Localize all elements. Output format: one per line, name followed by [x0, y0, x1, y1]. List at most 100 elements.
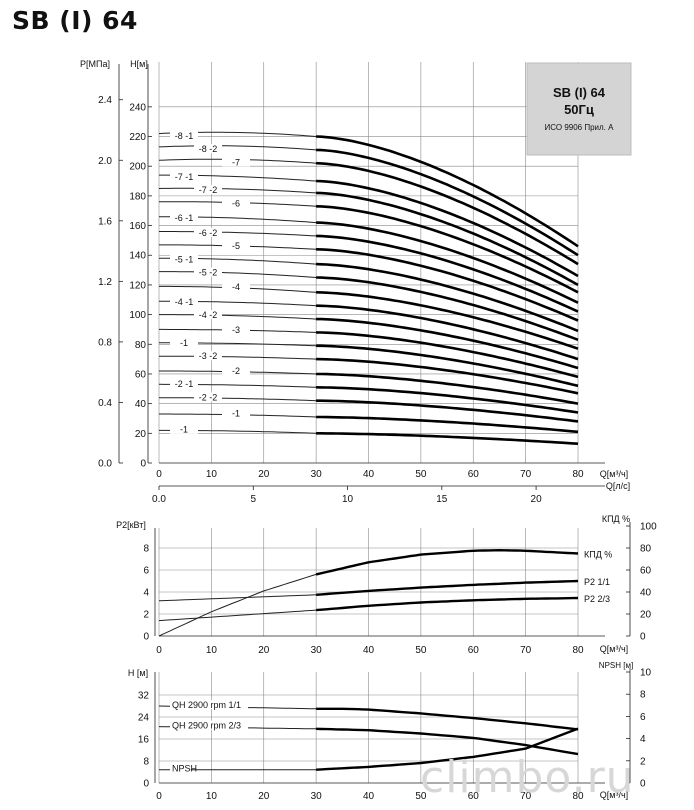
npsh-x-tick-label: 40	[363, 791, 375, 802]
head-curve	[316, 179, 579, 278]
head-curve-label: -6 -1	[175, 213, 194, 223]
head-curve-label-bg	[170, 379, 198, 389]
head-x-tick-label: 20	[258, 469, 270, 480]
npsh-x-tick-label: 60	[468, 791, 480, 802]
npsh-curve-label-bg	[170, 720, 248, 730]
head-curve	[316, 161, 579, 266]
head-curve-label: -2 -2	[199, 392, 218, 402]
head-curve-label: -7 -1	[175, 172, 194, 182]
power-chart: 0 10 20 30 40 50 60 70 8002468020406080100P2[кВт…	[116, 514, 657, 656]
power-x-tick-label: 30	[311, 645, 323, 656]
flow-ls-tick-label: 20	[531, 494, 543, 505]
efficiency-tick-label: 100	[640, 522, 657, 533]
head-curve-label-bg	[194, 227, 222, 237]
efficiency-tick-label: 60	[640, 566, 652, 577]
power-curve-thin	[158, 573, 317, 637]
head-curve-label: -6 -2	[199, 228, 218, 238]
head-curve-label: -8 -1	[175, 131, 194, 141]
head-curve-label: -5	[232, 241, 240, 251]
head-curve	[316, 415, 579, 434]
head-curve-label-bg	[170, 296, 198, 306]
head-curve-label-bg	[222, 408, 250, 418]
head-curve-label: -5 -2	[199, 267, 218, 277]
npsh-right-tick-label: 4	[640, 734, 646, 745]
power-curve-thin	[158, 609, 317, 622]
head-curve-label: -4	[232, 282, 240, 292]
npsh-right-tick-label: 6	[640, 712, 646, 723]
power-x-tick-label: 40	[363, 645, 375, 656]
npsh-y-tick-label: 16	[138, 735, 150, 746]
head-y-tick-label: 40	[135, 399, 147, 410]
legend-title: SB (I) 64	[553, 85, 606, 100]
power-y-tick-label: 2	[143, 610, 149, 621]
head-curve-label-bg	[222, 157, 250, 167]
flow-ls-tick-label: 15	[436, 494, 448, 505]
head-curve-label-bg	[222, 282, 250, 292]
head-x-axis-label: Q[м³/ч]	[600, 469, 628, 479]
power-axis-label: P2[кВт]	[116, 520, 146, 530]
head-curve-label: -6	[232, 198, 240, 208]
efficiency-tick-label: 40	[640, 588, 652, 599]
head-curve-label-bg	[222, 324, 250, 334]
npsh-x-tick-label: 80	[572, 791, 584, 802]
npsh-x-tick-label: 0	[156, 791, 162, 802]
head-curve	[316, 344, 579, 388]
npsh-curve-label: NPSH	[172, 764, 197, 774]
head-curve-label-bg	[222, 198, 250, 208]
head-curve	[316, 317, 579, 370]
flow-ls-axis-label: Q[л/с]	[606, 481, 630, 491]
npsh-curve-label-bg	[170, 700, 248, 709]
head-curve-label: -7	[232, 157, 240, 167]
head-x-tick-label: 50	[415, 469, 427, 480]
head-curve	[316, 248, 579, 322]
npsh-x-tick-label: 10	[206, 791, 218, 802]
head-chart: 0 10 20 30 40 50 60 70 80 0 20 40 60 80 100 120 140 160 18…	[80, 59, 632, 505]
head-y-tick-label: 60	[135, 369, 147, 380]
head-curve	[316, 291, 579, 350]
power-x-tick-label: 60	[468, 645, 480, 656]
npsh-x-tick-label: 20	[258, 791, 270, 802]
pressure-tick-label: 2.0	[98, 156, 112, 167]
head-curve	[316, 432, 579, 445]
head-curve-label: -3	[232, 325, 240, 335]
head-curve	[316, 331, 579, 379]
npsh-x-tick-label: 50	[415, 791, 427, 802]
npsh-curve	[316, 727, 579, 771]
head-curve-label-bg	[194, 392, 222, 402]
flow-ls-tick-label: 5	[250, 494, 256, 505]
head-curve-label-bg	[194, 144, 222, 154]
head-curve-label-bg	[170, 337, 198, 347]
power-curve	[316, 579, 579, 596]
head-curve-label-bg	[194, 310, 222, 320]
efficiency-tick-label: 80	[640, 544, 652, 555]
head-curve-label-bg	[170, 213, 198, 223]
head-y-tick-label: 20	[135, 429, 147, 440]
head-curve-thin	[158, 145, 317, 151]
npsh-right-tick-label: 2	[640, 756, 646, 767]
npsh-curve-label: QH 2900 rpm 2/3	[172, 721, 241, 731]
head-curve-label-bg	[170, 130, 198, 140]
power-curve	[315, 548, 579, 576]
head-curve-label: -1	[232, 409, 240, 419]
power-x-tick-label: 0	[156, 645, 162, 656]
flow-ls-tick-label: 0.0	[152, 494, 166, 505]
head-curve-label-bg	[222, 365, 250, 375]
efficiency-tick-label: 0	[640, 632, 646, 643]
head-x-tick-label: 30	[311, 469, 323, 480]
head-curve-label-bg	[194, 351, 222, 361]
npsh-curve	[316, 707, 579, 731]
head-y-tick-label: 100	[129, 310, 146, 321]
head-y-tick-label: 220	[129, 132, 146, 143]
power-x-tick-label: 10	[206, 645, 218, 656]
head-curve	[316, 357, 579, 395]
head-x-tick-label: 60	[468, 469, 480, 480]
head-curve-label: -2	[232, 366, 240, 376]
pressure-tick-label: 1.6	[98, 216, 112, 227]
head-curve	[316, 205, 579, 294]
npsh-curve-label: QH 2900 rpm 1/1	[172, 700, 241, 710]
head-curve	[316, 399, 579, 423]
head-curve-label: -7 -2	[199, 185, 218, 195]
head-curve-thin	[159, 314, 317, 320]
npsh-right-tick-label: 0	[640, 779, 646, 790]
